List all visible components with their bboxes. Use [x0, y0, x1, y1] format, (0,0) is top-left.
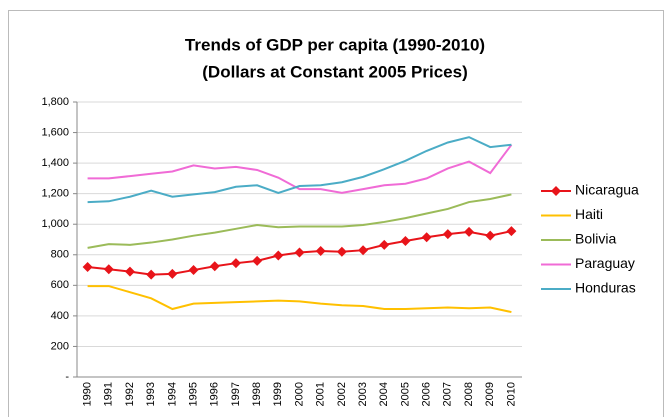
x-tick-label: 1999: [272, 382, 284, 406]
data-point: [421, 232, 432, 243]
series-line: [87, 136, 512, 204]
data-point: [103, 264, 114, 275]
y-tick-label: 800: [51, 249, 69, 261]
y-tick-label: 1,400: [41, 157, 69, 169]
y-tick-label: 600: [51, 279, 69, 291]
data-point: [252, 255, 263, 266]
data-point: [400, 236, 411, 247]
y-tick-label: 1,000: [41, 218, 69, 230]
y-tick-label: -: [65, 371, 69, 383]
series-line: [87, 285, 512, 314]
legend-label: Paraguay: [575, 255, 635, 271]
legend-label: Honduras: [575, 280, 636, 296]
data-point: [442, 229, 453, 240]
legend-label: Nicaragua: [575, 182, 639, 198]
data-point: [506, 226, 517, 237]
series-line: [87, 193, 512, 249]
data-point: [167, 268, 178, 279]
data-point: [188, 265, 199, 276]
data-point: [230, 258, 241, 269]
legend-marker: [551, 186, 561, 196]
x-tick-label: 2006: [421, 382, 433, 406]
legend-label: Bolivia: [575, 231, 616, 247]
x-tick-label: 2007: [442, 382, 454, 406]
y-tick-label: 200: [51, 340, 69, 352]
data-point: [294, 247, 305, 258]
data-point: [315, 245, 326, 256]
x-tick-label: 1998: [251, 382, 263, 406]
data-point: [485, 230, 496, 241]
data-point: [464, 226, 475, 237]
x-tick-label: 2010: [505, 382, 517, 406]
x-tick-label: 1993: [145, 382, 157, 406]
x-tick-label: 2000: [293, 382, 305, 406]
data-point: [82, 262, 93, 272]
chart-subtitle: (Dollars at Constant 2005 Prices): [202, 62, 467, 81]
x-tick-label: 1992: [124, 382, 136, 406]
data-point: [358, 245, 369, 256]
data-point: [146, 269, 157, 280]
y-tick-label: 1,600: [41, 126, 69, 138]
x-tick-label: 2005: [399, 382, 411, 406]
x-tick-label: 2008: [463, 382, 475, 406]
data-point: [273, 250, 284, 261]
x-tick-label: 1996: [209, 382, 221, 406]
x-tick-label: 1991: [103, 382, 115, 406]
series-line: [87, 144, 513, 194]
chart-title: Trends of GDP per capita (1990-2010): [185, 35, 485, 54]
y-tick-label: 1,800: [41, 96, 69, 108]
data-point: [209, 261, 220, 272]
x-tick-label: 1994: [166, 382, 178, 406]
y-tick-label: 400: [51, 310, 69, 322]
x-tick-label: 1997: [230, 382, 242, 406]
legend-label: Haiti: [575, 206, 603, 222]
x-tick-label: 2001: [315, 382, 327, 406]
chart-frame: [8, 10, 664, 417]
x-tick-label: 1990: [82, 382, 94, 406]
data-point: [336, 246, 347, 257]
x-tick-label: 2003: [357, 382, 369, 406]
x-tick-label: 2009: [484, 382, 496, 406]
data-point: [379, 239, 390, 250]
x-tick-label: 2002: [336, 382, 348, 406]
x-tick-label: 2004: [378, 382, 390, 406]
x-tick-label: 1995: [187, 382, 199, 406]
y-tick-label: 1,200: [41, 188, 69, 200]
data-point: [124, 266, 135, 277]
